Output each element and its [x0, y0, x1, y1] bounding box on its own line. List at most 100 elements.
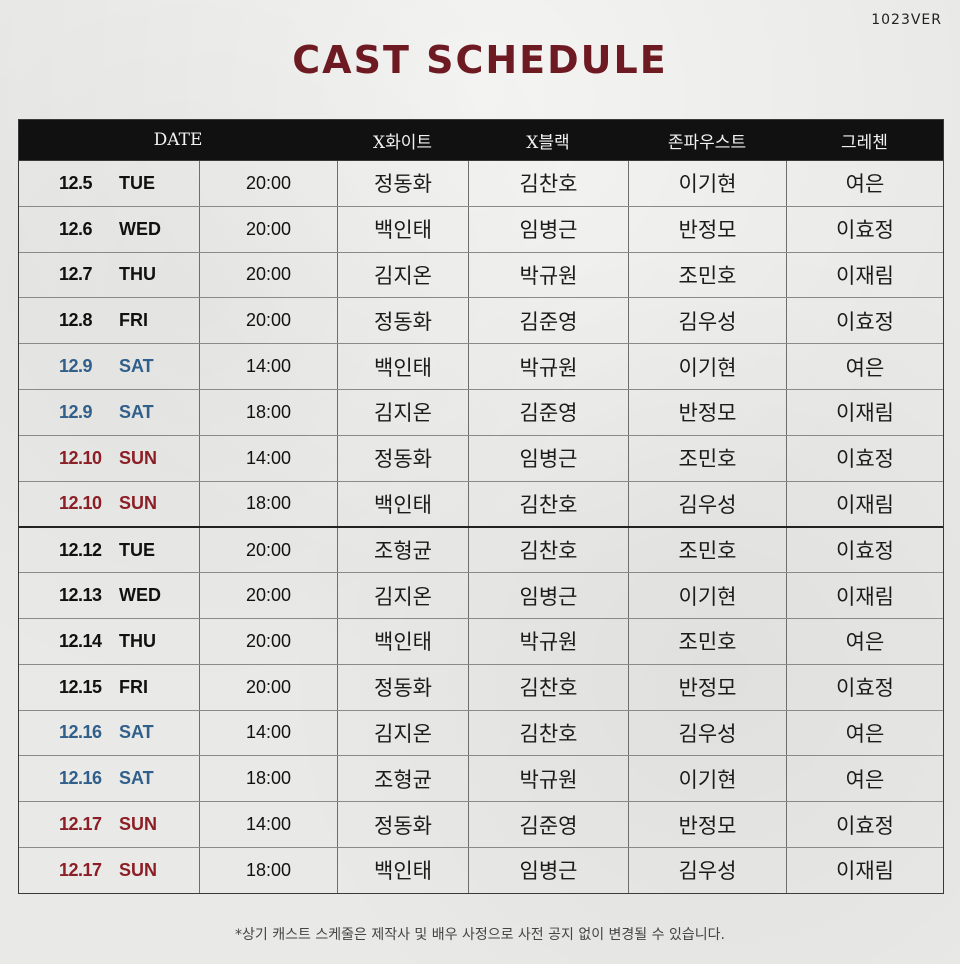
john-faust-text: 이기현: [678, 767, 737, 792]
john-faust-text: 이기현: [678, 355, 737, 380]
time-text: 18:00: [245, 768, 292, 789]
page-title: CAST SCHEDULE: [292, 38, 668, 82]
time-cell: 20:00: [199, 664, 337, 710]
gretchen-cell: 이효정: [786, 528, 943, 573]
day-text: FRI: [119, 310, 148, 331]
table-row: 12.14 THU 20:00 백인태 박규원 조민호 여은: [19, 617, 943, 664]
date-cell: 12.10 SUN: [19, 436, 199, 481]
x-white-text: 백인태: [374, 859, 432, 884]
day-text: THU: [119, 264, 156, 285]
table-row: 12.17 SUN 18:00 백인태 임병근 김우성 이재림: [19, 846, 943, 893]
day-text: WED: [119, 218, 161, 239]
john-faust-text: 반정모: [678, 813, 737, 838]
x-black-text: 박규원: [519, 630, 578, 655]
john-faust-cell: 반정모: [628, 206, 786, 252]
gretchen-cell: 이재림: [786, 389, 943, 435]
day-text: SUN: [119, 814, 158, 835]
day-text: TUE: [119, 539, 155, 560]
x-black-text: 김찬호: [519, 676, 578, 701]
table-row: 12.8 FRI 20:00 정동화 김준영 김우성 이효정: [19, 297, 943, 344]
time-cell: 20:00: [199, 618, 337, 664]
day-text: TUE: [119, 172, 155, 193]
john-faust-text: 반정모: [678, 401, 737, 426]
x-white-text: 정동화: [374, 813, 432, 838]
time-cell: 14:00: [199, 344, 337, 389]
x-white-cell: 정동화: [337, 435, 468, 481]
john-faust-text: 김우성: [678, 309, 737, 334]
gretchen-text: 이재림: [836, 263, 894, 288]
x-white-cell: 백인태: [337, 618, 468, 664]
gretchen-text: 여은: [845, 767, 885, 792]
gretchen-text: 여은: [845, 355, 885, 380]
date-text: 12.16: [59, 722, 102, 743]
date-text: 12.12: [59, 539, 102, 560]
john-faust-cell: 이기현: [628, 161, 786, 206]
date-cell: 12.17 SUN: [19, 802, 199, 847]
day-text: SAT: [119, 722, 154, 743]
date-text: 12.9: [59, 401, 93, 422]
x-white-cell: 정동화: [337, 664, 468, 710]
gretchen-text: 이재림: [836, 859, 894, 884]
time-text: 20:00: [245, 585, 292, 606]
john-faust-cell: 이기현: [628, 756, 786, 802]
john-faust-text: 조민호: [678, 447, 737, 472]
john-faust-cell: 김우성: [628, 298, 786, 344]
x-white-cell: 백인태: [337, 344, 468, 389]
date-text: 12.8: [59, 310, 93, 331]
x-black-text: 김찬호: [519, 721, 578, 746]
gretchen-cell: 이효정: [786, 206, 943, 252]
gretchen-cell: 여은: [786, 618, 943, 664]
time-text: 20:00: [245, 310, 292, 331]
x-black-text: 김찬호: [519, 539, 578, 564]
time-text: 14:00: [245, 356, 292, 377]
day-text: SAT: [119, 768, 154, 789]
gretchen-text: 이재림: [836, 401, 894, 426]
gretchen-cell: 여은: [786, 710, 943, 756]
x-black-text: 김찬호: [519, 492, 578, 517]
date-text: 12.9: [59, 356, 93, 377]
date-cell: 12.6 WED: [19, 207, 199, 252]
table-row: 12.17 SUN 14:00 정동화 김준영 반정모 이효정: [19, 801, 943, 847]
date-cell: 12.14 THU: [19, 619, 199, 664]
time-text: 18:00: [245, 493, 292, 514]
john-faust-text: 조민호: [678, 630, 737, 655]
x-black-cell: 임병근: [468, 573, 628, 618]
x-black-cell: 박규원: [468, 618, 628, 664]
x-white-text: 김지온: [374, 584, 432, 609]
x-white-cell: 정동화: [337, 161, 468, 206]
time-text: 20:00: [245, 676, 292, 697]
gretchen-cell: 이재림: [786, 481, 943, 527]
gretchen-text: 이재림: [836, 492, 894, 517]
john-faust-text: 김우성: [678, 721, 737, 746]
table-row: 12.10 SUN 18:00 백인태 김찬호 김우성 이재림: [19, 480, 943, 527]
x-black-cell: 임병근: [468, 435, 628, 481]
day-text: SUN: [119, 493, 158, 514]
gretchen-text: 이효정: [836, 813, 894, 838]
time-cell: 20:00: [199, 161, 337, 206]
x-white-cell: 백인태: [337, 847, 468, 893]
john-faust-cell: 조민호: [628, 528, 786, 573]
x-white-cell: 김지온: [337, 252, 468, 298]
x-black-text: 임병근: [519, 584, 578, 609]
x-white-text: 김지온: [374, 721, 432, 746]
john-faust-text: 김우성: [678, 492, 737, 517]
gretchen-text: 여은: [845, 172, 885, 197]
time-cell: 18:00: [199, 481, 337, 527]
gretchen-cell: 이재림: [786, 252, 943, 298]
x-white-text: 백인태: [374, 218, 432, 243]
x-black-cell: 박규원: [468, 756, 628, 802]
date-cell: 12.8 FRI: [19, 298, 199, 343]
x-white-text: 백인태: [374, 492, 432, 517]
table-row: 12.10 SUN 14:00 정동화 임병근 조민호 이효정: [19, 434, 943, 481]
john-faust-text: 이기현: [678, 584, 737, 609]
time-cell: 20:00: [199, 528, 337, 573]
john-faust-cell: 반정모: [628, 664, 786, 710]
john-faust-text: 반정모: [678, 676, 737, 701]
table-row: 12.7 THU 20:00 김지온 박규원 조민호 이재림: [19, 251, 943, 298]
x-white-text: 조형균: [374, 539, 432, 564]
date-text: 12.10: [59, 447, 102, 468]
day-text: THU: [119, 630, 156, 651]
time-text: 18:00: [245, 401, 292, 422]
time-text: 14:00: [245, 722, 292, 743]
table-row: 12.12 TUE 20:00 조형균 김찬호 조민호 이효정: [19, 526, 943, 573]
